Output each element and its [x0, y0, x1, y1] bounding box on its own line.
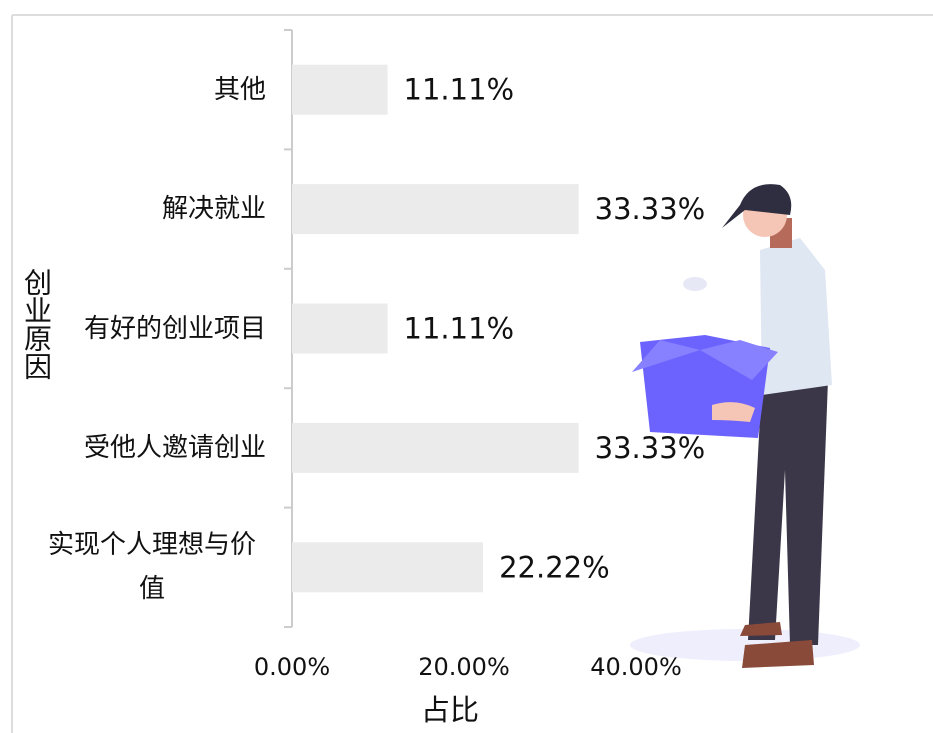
bar — [292, 422, 579, 473]
x-tick-label: 40.00% — [590, 653, 682, 681]
value-label: 11.11% — [404, 312, 515, 346]
bar — [292, 184, 579, 235]
value-label: 22.22% — [499, 550, 610, 584]
bar — [292, 303, 388, 354]
y-tick-label: 受他人邀请创业 — [83, 432, 266, 463]
bar — [292, 64, 388, 115]
y-tick-label: 解决就业 — [161, 194, 266, 225]
value-label: 33.33% — [595, 431, 706, 465]
y-tick-label: 实现个人理想与价值 — [47, 530, 256, 605]
x-tick-label: 20.00% — [418, 653, 510, 681]
value-label: 33.33% — [595, 192, 706, 226]
x-axis-label: 占比 — [421, 693, 479, 727]
y-tick-label: 其他 — [213, 74, 266, 105]
y-tick-label: 有好的创业项目 — [83, 313, 266, 344]
x-tick-label: 0.00% — [254, 653, 330, 681]
illustration — [630, 184, 860, 668]
bar — [292, 542, 484, 593]
y-axis-label: 创业原因 — [20, 268, 53, 380]
value-label: 11.11% — [404, 73, 515, 107]
